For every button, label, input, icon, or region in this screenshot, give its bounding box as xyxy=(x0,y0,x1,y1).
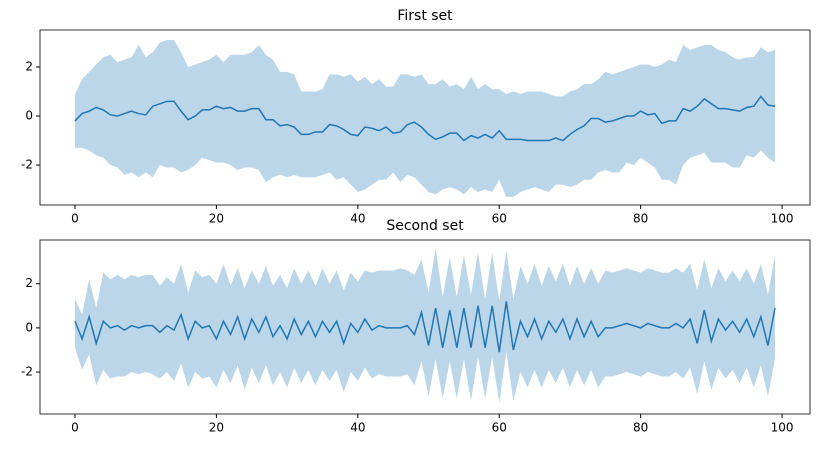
chart-title: Second set xyxy=(386,218,464,234)
x-tick-label: 20 xyxy=(209,421,224,435)
x-tick-label: 80 xyxy=(633,421,648,435)
x-tick-label: 0 xyxy=(71,421,79,435)
x-tick-label: 60 xyxy=(492,212,507,226)
y-tick-label: -2 xyxy=(21,365,33,379)
y-tick-label: 0 xyxy=(25,320,33,334)
axes-frame xyxy=(39,29,811,206)
mean-line xyxy=(74,301,776,353)
y-tick-label: -2 xyxy=(21,158,33,172)
mean-line xyxy=(74,95,776,142)
x-tick-label: 100 xyxy=(771,212,794,226)
x-tick-label: 60 xyxy=(492,421,507,435)
y-tick-label: 2 xyxy=(25,276,33,290)
y-tick-label: 0 xyxy=(25,109,33,123)
axes-frame xyxy=(39,239,811,415)
y-tick-label: 2 xyxy=(25,60,33,74)
x-tick-label: 20 xyxy=(209,212,224,226)
x-tick-label: 100 xyxy=(771,421,794,435)
x-tick-label: 0 xyxy=(71,212,79,226)
x-tick-label: 80 xyxy=(633,212,648,226)
chart-title: First set xyxy=(397,8,453,24)
x-tick-label: 40 xyxy=(350,421,365,435)
x-tick-label: 40 xyxy=(350,212,365,226)
confidence-band xyxy=(75,40,775,197)
